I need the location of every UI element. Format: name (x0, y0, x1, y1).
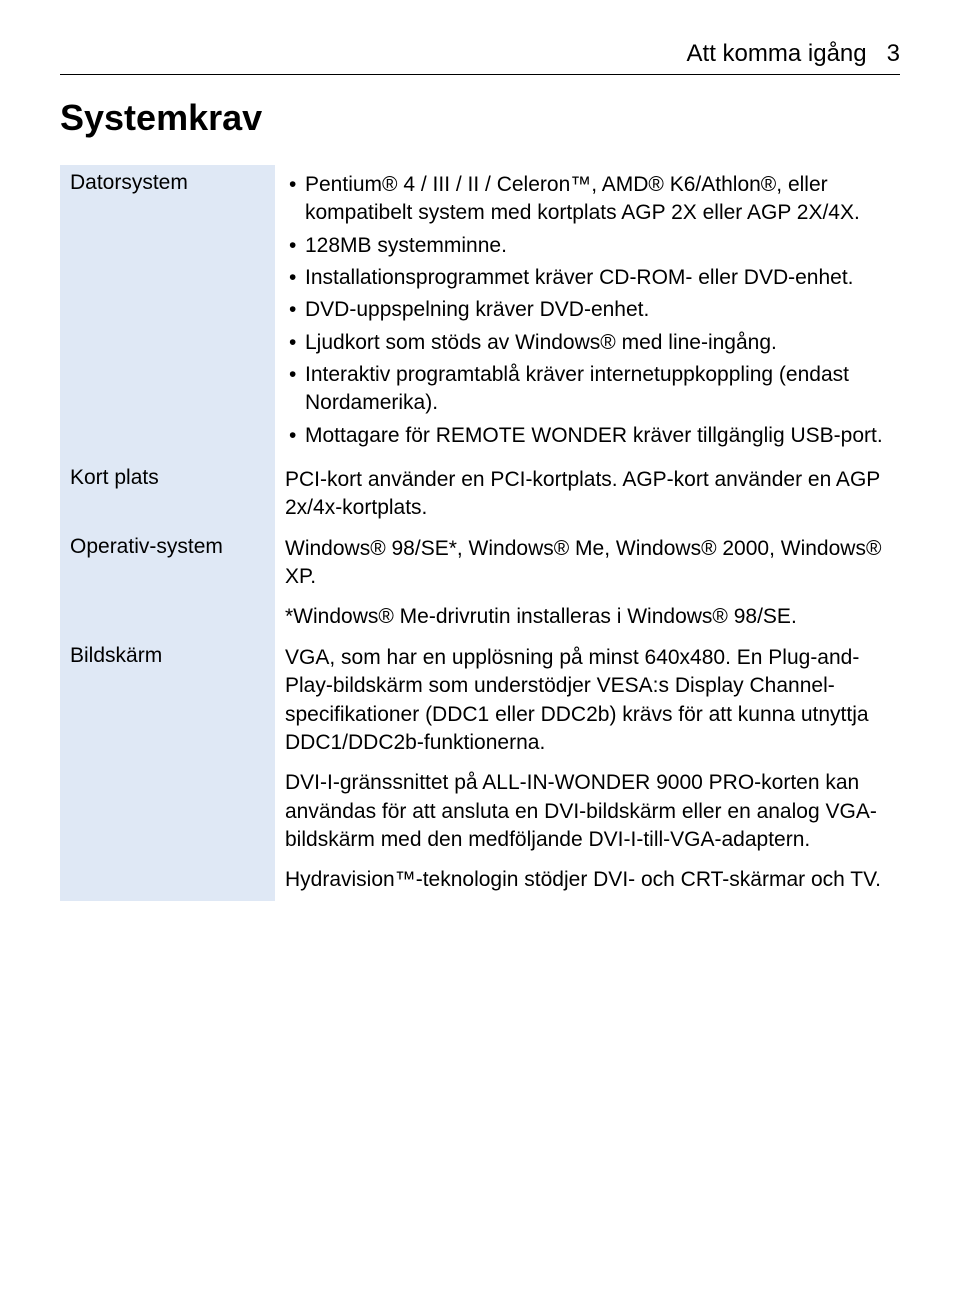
list-item: Interaktiv programtablå kräver internetu… (285, 361, 890, 418)
paragraph: Hydravision™-teknologin stödjer DVI- och… (285, 866, 890, 894)
list-item: Ljudkort som stöds av Windows® med line-… (285, 329, 890, 357)
row-label-operativsystem: Operativ-system (60, 529, 275, 638)
paragraph: Windows® 98/SE*, Windows® Me, Windows® 2… (285, 535, 890, 592)
list-item: Installationsprogrammet kräver CD-ROM- e… (285, 264, 890, 292)
list-item: 128MB systemminne. (285, 232, 890, 260)
list-item: Pentium® 4 / III / II / Celeron™, AMD® K… (285, 171, 890, 228)
table-row: Kort plats PCI-kort använder en PCI-kort… (60, 460, 900, 529)
list-item: Mottagare för REMOTE WONDER kräver tillg… (285, 422, 890, 450)
page-header: Att komma igång 3 (60, 40, 900, 75)
paragraph: *Windows® Me-drivrutin installeras i Win… (285, 603, 890, 631)
requirements-table: Datorsystem Pentium® 4 / III / II / Cele… (60, 165, 900, 901)
row-content-datorsystem: Pentium® 4 / III / II / Celeron™, AMD® K… (275, 165, 900, 460)
table-row: Datorsystem Pentium® 4 / III / II / Cele… (60, 165, 900, 460)
table-row: Bildskärm VGA, som har en upplösning på … (60, 638, 900, 901)
paragraph: PCI-kort använder en PCI-kortplats. AGP-… (285, 466, 890, 523)
row-content-operativsystem: Windows® 98/SE*, Windows® Me, Windows® 2… (275, 529, 900, 638)
bullet-list: Pentium® 4 / III / II / Celeron™, AMD® K… (285, 171, 890, 450)
paragraph: VGA, som har en upplösning på minst 640x… (285, 644, 890, 757)
page-number: 3 (887, 40, 900, 67)
row-label-bildskarm: Bildskärm (60, 638, 275, 901)
row-label-datorsystem: Datorsystem (60, 165, 275, 460)
table-row: Operativ-system Windows® 98/SE*, Windows… (60, 529, 900, 638)
main-title: Systemkrav (60, 97, 900, 139)
row-content-kortplats: PCI-kort använder en PCI-kortplats. AGP-… (275, 460, 900, 529)
row-content-bildskarm: VGA, som har en upplösning på minst 640x… (275, 638, 900, 901)
header-title: Att komma igång (687, 40, 867, 67)
row-label-kortplats: Kort plats (60, 460, 275, 529)
list-item: DVD-uppspelning kräver DVD-enhet. (285, 296, 890, 324)
paragraph: DVI-I-gränssnittet på ALL-IN-WONDER 9000… (285, 769, 890, 854)
